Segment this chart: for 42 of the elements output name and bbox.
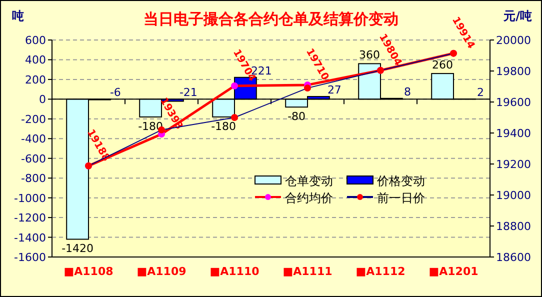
data-label: 27 — [327, 84, 342, 97]
legend-label: 仓单变动 — [285, 174, 333, 188]
data-label: -180 — [211, 120, 236, 133]
legend-label: 前一日价 — [377, 191, 425, 205]
data-label: 260 — [432, 58, 454, 72]
y2-tick-label: 19200 — [496, 158, 531, 171]
data-label: -80 — [288, 110, 306, 124]
y2-tick-label: 19400 — [496, 127, 531, 140]
y-tick-label: 0 — [39, 93, 46, 106]
legend-label: 合约均价 — [285, 191, 333, 205]
x-tick-label: ■A1110 — [210, 265, 260, 278]
y2-tick-label: 19000 — [496, 189, 531, 202]
data-label: 360 — [359, 48, 380, 62]
y2-tick-label: 19800 — [496, 65, 531, 78]
y-tick-label: -600 — [21, 152, 46, 166]
data-label: 2 — [476, 86, 484, 99]
y2-axis-title: 元/吨 — [502, 9, 532, 23]
x-tick-label: ■A1109 — [136, 265, 186, 278]
chart-title: 当日电子撮合各合约仓单及结算价变动 — [144, 10, 398, 28]
y2-tick-label: 20000 — [496, 34, 531, 47]
legend-label: 价格变动 — [376, 174, 425, 188]
y-tick-label: -1400 — [14, 231, 46, 244]
y-tick-label: -200 — [21, 112, 46, 126]
y-tick-label: 200 — [25, 73, 46, 86]
x-tick-label: ■A1201 — [428, 265, 478, 278]
data-label: -6 — [110, 86, 121, 100]
y-tick-label: 600 — [25, 34, 46, 47]
y2-tick-label: 18800 — [496, 220, 531, 233]
x-tick-label: ■A1112 — [356, 265, 406, 278]
y-tick-label: 400 — [25, 54, 46, 67]
data-label: 8 — [404, 85, 411, 98]
y-tick-label: -1200 — [14, 212, 46, 225]
y-tick-label: -800 — [21, 172, 46, 186]
data-label: -1420 — [62, 242, 94, 256]
y-axis-title: 吨 — [12, 9, 24, 23]
y-tick-label: -1600 — [14, 251, 46, 264]
x-tick-label: ■A1111 — [282, 265, 332, 278]
y2-tick-label: 18600 — [496, 251, 531, 264]
y2-tick-label: 19600 — [496, 96, 531, 109]
x-tick-label: ■A1108 — [64, 265, 114, 278]
y-tick-label: -1000 — [14, 192, 46, 205]
y-tick-label: -400 — [21, 132, 46, 146]
